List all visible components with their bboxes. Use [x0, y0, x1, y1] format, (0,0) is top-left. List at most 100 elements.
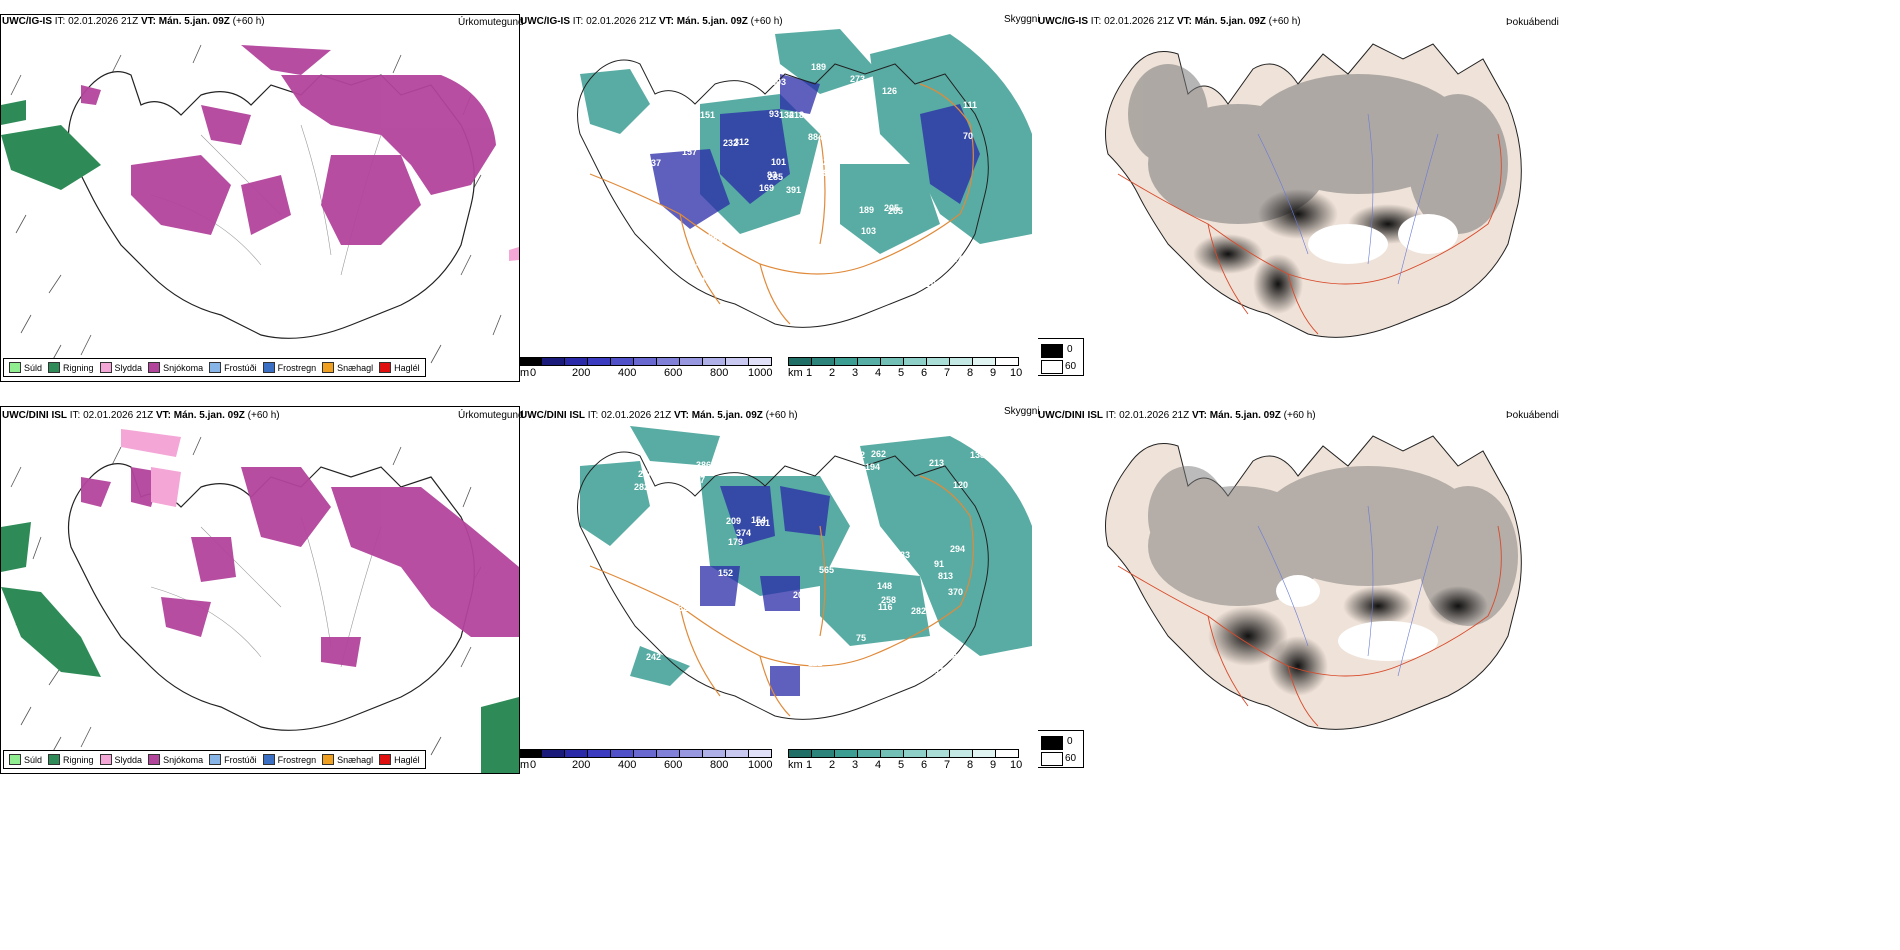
cloud-base-label: 166: [855, 92, 870, 102]
fog-swatch-light: [1041, 752, 1063, 766]
vt-value: Mán. 5.jan. 09Z: [691, 410, 763, 421]
cloud-base-label: 340: [644, 112, 659, 122]
cbar-tick: 5: [898, 367, 905, 379]
vt-value: Mán. 5.jan. 09Z: [1209, 410, 1281, 421]
cloud-base-label: 254: [708, 236, 723, 246]
cloud-base-label: 207: [690, 475, 705, 485]
cloud-base-label: 138: [970, 450, 985, 460]
legend-label: Súld: [24, 754, 43, 765]
cbar-seg: [995, 357, 1019, 366]
legend-item: Snæhagl: [322, 754, 373, 765]
cloud-base-label: 83: [767, 170, 777, 180]
cloud-base-label: 147: [658, 234, 673, 244]
visibility-colorbar: km 1 2 3 4 5 6 7 8 9 10: [788, 357, 1032, 380]
cbar-tick: 600: [664, 367, 683, 379]
legend-label: Frostúði: [224, 362, 257, 373]
cbar-tick: 9: [990, 759, 997, 771]
cloud-base-label: 179: [728, 537, 743, 547]
panel-header: UWC/IG-IS IT: 02.01.2026 21Z VT: Mán. 5.…: [1038, 16, 1301, 27]
fog-gray: [1128, 64, 1508, 234]
cloud-base-label: 120: [953, 480, 968, 490]
cloud-base-label: 161: [755, 518, 770, 528]
cloud-base-label: 258: [881, 595, 896, 605]
cloud-base-label: 205: [888, 206, 903, 216]
cbar-tick: 1000: [748, 367, 773, 379]
legend-label: Snjókoma: [163, 362, 204, 373]
cbar-tick: 600: [664, 759, 683, 771]
legend-item: Frostúði: [209, 754, 257, 765]
cloud-base-label: 75: [856, 633, 866, 643]
cbar-tick: 8: [967, 367, 974, 379]
cbar-seg: [949, 357, 973, 366]
precip-panel-top: Súld Rigning Slydda Snjókoma Frostúði Fr…: [0, 14, 520, 382]
legend-item: Rigning: [48, 362, 94, 373]
cbar-seg: [564, 749, 588, 758]
cloud-base-label: 158: [957, 279, 972, 289]
cloud-label-group: 391 340 285 258 348 254 273 218 166 159 168 158 137 1…: [603, 62, 977, 293]
cloud-base-label: 169: [759, 183, 774, 193]
cloud-base-label: 386: [696, 460, 711, 470]
rain-areas: [1, 522, 519, 773]
cbar-seg: [834, 357, 858, 366]
panel-title: Þokuábendi: [1506, 410, 1559, 421]
cbar-seg: [995, 749, 1019, 758]
it-label: IT:: [587, 410, 599, 421]
cbar-seg: [587, 357, 611, 366]
it-value: 02.01.2026 21Z: [586, 16, 657, 27]
legend-item: Frostúði: [209, 362, 257, 373]
vt-label: VT:: [1191, 410, 1207, 421]
vt-label: VT:: [155, 410, 171, 421]
vt-value: Mán. 5.jan. 09Z: [1194, 16, 1266, 27]
cloud-base-label: 213: [929, 458, 944, 468]
fog-scale-top: 0 60: [1038, 338, 1084, 376]
cloud-base-label: 168: [667, 68, 682, 78]
cloud-base-label: 205: [884, 203, 899, 213]
it-value: 02.01.2026 21Z: [68, 16, 139, 27]
legend-item: Haglél: [379, 362, 420, 373]
it-label: IT:: [1105, 410, 1117, 421]
cbar-unit: m: [520, 367, 530, 379]
legend-swatch: [148, 362, 161, 373]
fog-label: 60: [1065, 361, 1077, 372]
cloud-base-label: 209: [726, 516, 741, 526]
cbar-seg: [748, 749, 772, 758]
cloud-base-label: 70: [963, 131, 973, 141]
cloud-base-label: 88: [671, 559, 681, 569]
cloud-base-label: 116: [878, 602, 893, 612]
legend-swatch: [209, 362, 222, 373]
cloud-base-label: 884: [947, 652, 962, 662]
legend-label: Rigning: [63, 362, 94, 373]
legend-label: Haglél: [394, 754, 420, 765]
cbar-seg: [748, 357, 772, 366]
cbar-seg: [656, 749, 680, 758]
cbar-tick: 6: [921, 759, 928, 771]
cbar-tick: 1: [806, 759, 813, 771]
panel-title: Úrkomutegund: [458, 410, 524, 421]
legend-label: Snjókoma: [163, 754, 204, 765]
lead-time: (+60 h): [1268, 16, 1301, 27]
cloud-base-label: 241: [829, 148, 844, 158]
cbar-seg: [679, 749, 703, 758]
legend-item: Haglél: [379, 754, 420, 765]
model-name: UWC/IG-IS: [1038, 16, 1088, 27]
fog-panel-top: 0 60: [1038, 14, 1558, 380]
legend-label: Slydda: [114, 362, 143, 373]
vt-label: VT:: [140, 16, 156, 27]
cbar-seg: [903, 749, 927, 758]
lead-time: (+60 h): [1283, 410, 1316, 421]
model-name: UWC/DINI ISL: [520, 410, 585, 421]
lead-time: (+60 h): [247, 410, 280, 421]
cbar-seg: [702, 357, 726, 366]
cloud-base-label: 333: [895, 550, 910, 560]
cloud-base-label: 285: [768, 172, 783, 182]
legend-item: Snæhagl: [322, 362, 373, 373]
lead-time: (+60 h): [750, 16, 783, 27]
cloud-base-label: 210: [640, 568, 655, 578]
fog-panel-bottom: 0 60: [1038, 406, 1558, 772]
cloud-panel-top: 391 340 285 258 348 254 273 218 166 159 168 158 137 1…: [520, 14, 1032, 380]
panel-header: UWC/DINI ISL IT: 02.01.2026 21Z VT: Mán.…: [2, 410, 280, 421]
cloud-base-label: 374: [736, 528, 751, 538]
cloud-base-label: 218: [789, 110, 804, 120]
cbar-tick: 4: [875, 759, 882, 771]
cbar-seg: [972, 357, 996, 366]
